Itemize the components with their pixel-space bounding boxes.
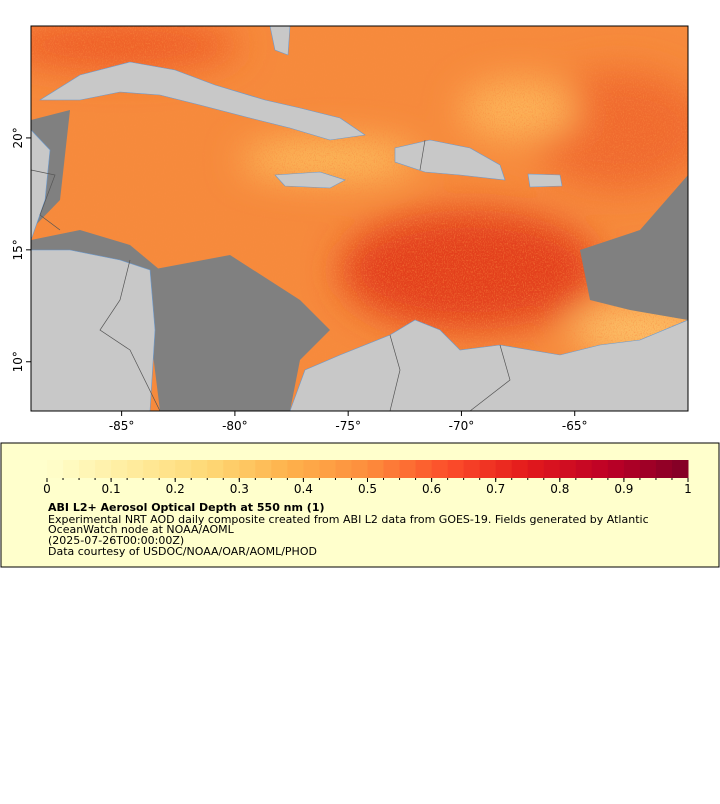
legend-title: ABI L2+ Aerosol Optical Depth at 550 nm … — [48, 501, 325, 514]
colorbar-step — [319, 460, 336, 478]
colorbar-step — [415, 460, 433, 478]
colorbar-step — [223, 460, 240, 478]
colorbar-tick-label: 0.6 — [422, 482, 441, 496]
colorbar-tick-label: 0.4 — [294, 482, 313, 496]
colorbar-step — [175, 460, 192, 478]
colorbar-tick-label: 0.3 — [230, 482, 249, 496]
colorbar-step — [351, 460, 368, 478]
x-tick-label: -80° — [222, 419, 248, 433]
land — [31, 26, 688, 411]
legend-line: Experimental NRT AOD daily composite cre… — [48, 513, 649, 526]
colorbar-step — [207, 460, 224, 478]
colorbar-tick-label: 1 — [684, 482, 692, 496]
colorbar-step — [95, 460, 112, 478]
x-tick-label: -75° — [335, 419, 361, 433]
colorbar-step — [639, 460, 657, 478]
colorbar-step — [239, 460, 256, 478]
colorbar-step — [511, 460, 529, 478]
colorbar-step — [447, 460, 465, 478]
colorbar-tick-label: 0.2 — [166, 482, 185, 496]
colorbar-step — [47, 460, 64, 478]
colorbar-step — [191, 460, 208, 478]
colorbar-step — [527, 460, 545, 478]
x-tick-label: -65° — [562, 419, 588, 433]
colorbar-step — [335, 460, 352, 478]
y-tick-label: 15° — [11, 239, 25, 260]
colorbar-step — [671, 460, 689, 478]
colorbar-step — [271, 460, 288, 478]
colorbar-tick-label: 0 — [43, 482, 51, 496]
colorbar-step — [111, 460, 128, 478]
x-tick-label: -70° — [449, 419, 475, 433]
colorbar-step — [591, 460, 609, 478]
colorbar-tick-label: 0.9 — [614, 482, 633, 496]
colorbar-step — [495, 460, 513, 478]
legend-line: (2025-07-26T00:00:00Z) — [48, 534, 184, 547]
y-tick-label: 20° — [11, 127, 25, 148]
colorbar-step — [303, 460, 320, 478]
map — [31, 26, 688, 411]
axes: -85° -80° -75° -70° -65° 10° 15° 20° — [11, 127, 588, 433]
colorbar-step — [399, 460, 417, 478]
colorbar-step — [623, 460, 641, 478]
colorbar-step — [607, 460, 625, 478]
legend-line: OceanWatch node at NOAA/AOML — [48, 523, 235, 536]
colorbar-step — [127, 460, 144, 478]
colorbar-step — [543, 460, 561, 478]
colorbar-step — [79, 460, 96, 478]
colorbar-step — [287, 460, 304, 478]
colorbar-step — [575, 460, 593, 478]
colorbar-step — [463, 460, 481, 478]
colorbar-tick-label: 0.8 — [550, 482, 569, 496]
colorbar-step — [655, 460, 673, 478]
colorbar-tick-label: 0.5 — [358, 482, 377, 496]
colorbar-step — [63, 460, 80, 478]
colorbar-tick-label: 0.7 — [486, 482, 505, 496]
x-tick-label: -85° — [109, 419, 135, 433]
colorbar-tick-label: 0.1 — [102, 482, 121, 496]
colorbar-step — [143, 460, 160, 478]
colorbar-step — [383, 460, 401, 478]
colorbar-step — [559, 460, 577, 478]
colorbar-step — [367, 460, 385, 478]
colorbar-step — [431, 460, 449, 478]
colorbar-step — [479, 460, 497, 478]
colorbar-step — [255, 460, 272, 478]
colorbar: 0 0.1 0.2 0.3 0.4 0.5 0.6 0.7 0.8 0.9 1 — [43, 460, 692, 496]
map-frame — [30, 25, 689, 412]
legend-line: Data courtesy of USDOC/NOAA/OAR/AOML/PHO… — [48, 545, 317, 558]
borders — [31, 139, 511, 411]
y-tick-label: 10° — [11, 351, 25, 372]
colorbar-step — [159, 460, 176, 478]
